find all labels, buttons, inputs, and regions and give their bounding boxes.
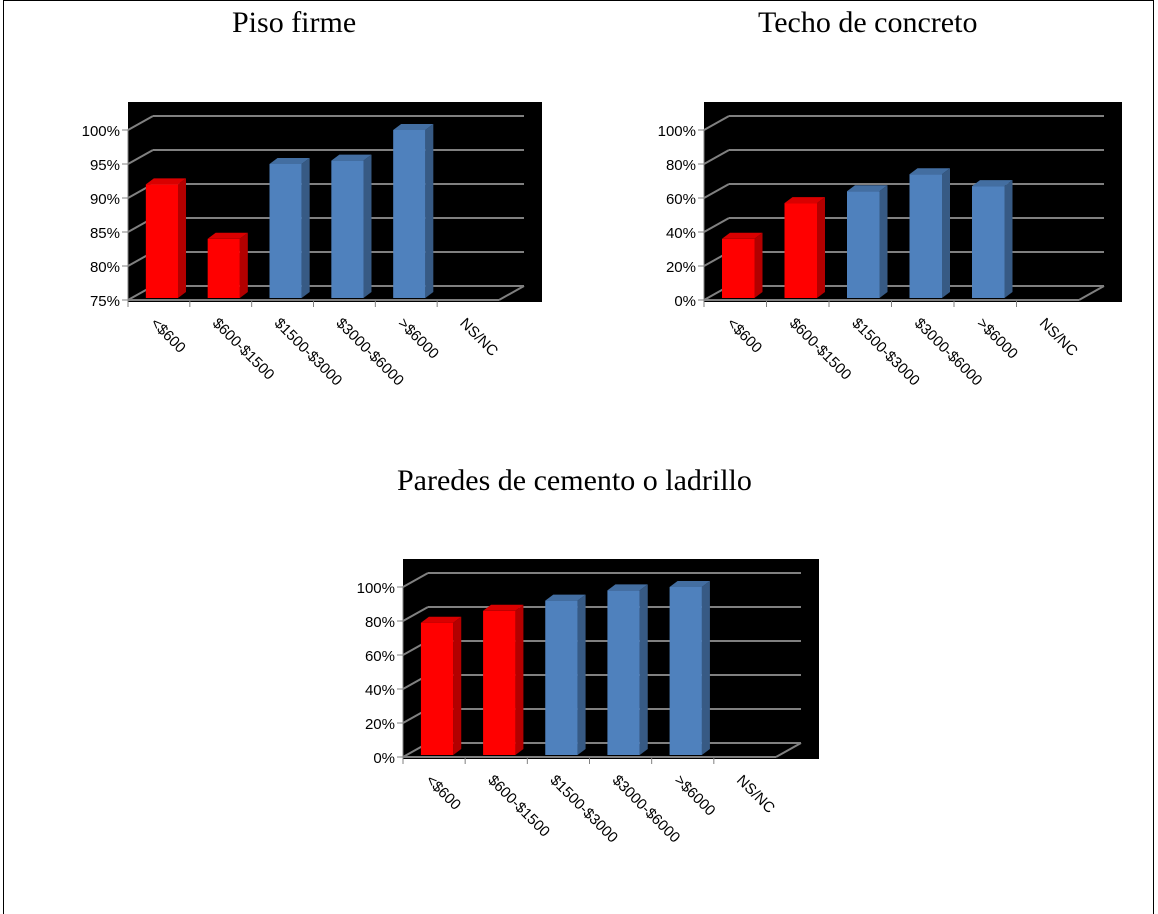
floor-side-1 [1078, 285, 1105, 301]
bar-0-2 [269, 164, 302, 298]
bar-2-2 [545, 600, 578, 755]
y-tick-label-0-5: 100% [82, 123, 120, 140]
y-tick-label-0-0: 75% [90, 293, 120, 310]
bar-top-2-1 [483, 604, 524, 611]
y-tick-label-1-5: 100% [658, 123, 696, 140]
y-tick-label-2-2: 40% [365, 682, 395, 699]
bar-side-1-1 [817, 197, 825, 298]
chart-title-techo-de-concreto: Techo de concreto [758, 6, 978, 39]
bar-top-0-2 [269, 158, 310, 164]
x-tick-label-0-1: $600-$1500 [209, 315, 278, 384]
bar-1-4 [972, 186, 1005, 298]
floor-side-2 [775, 742, 802, 758]
y-tick-label-1-2: 40% [666, 225, 696, 242]
gridline-diag-0-5 [127, 115, 154, 131]
bar-1-1 [784, 203, 817, 298]
bar-top-0-1 [207, 232, 248, 239]
bar-side-2-1 [515, 604, 524, 755]
bar-1-2 [847, 191, 880, 298]
bar-top-2-0 [420, 616, 462, 623]
x-tick-label-1-4: >$6000 [973, 315, 1021, 363]
x-tick-label-1-0: <$600 [723, 315, 765, 357]
gridline-diag-1-4 [703, 149, 730, 165]
x-tick-label-2-5: NS/NC [733, 772, 778, 817]
y-tick-label-0-4: 95% [90, 157, 120, 174]
chart-title-paredes: Paredes de cemento o ladrillo [397, 464, 752, 497]
bar-side-2-2 [577, 594, 586, 755]
y-tick-label-0-2: 85% [90, 225, 120, 242]
x-tick-label-1-5: NS/NC [1036, 315, 1081, 360]
bar-top-1-0 [722, 232, 763, 239]
bar-top-1-1 [784, 197, 825, 204]
bar-top-2-3 [607, 584, 648, 591]
gridline-diag-2-4 [402, 606, 429, 622]
x-tick-label-2-1: $600-$1500 [484, 772, 553, 841]
bar-top-0-3 [331, 154, 372, 161]
y-tick-label-1-1: 20% [666, 259, 696, 276]
y-tick-label-2-5: 100% [357, 580, 395, 597]
bar-side-0-2 [301, 158, 310, 298]
bar-top-1-3 [909, 168, 950, 175]
x-tick-label-0-4: >$6000 [394, 315, 442, 363]
bar-side-1-3 [942, 168, 950, 298]
y-tick-label-0-3: 90% [90, 191, 120, 208]
y-tick-label-2-4: 80% [365, 614, 395, 631]
bar-side-0-3 [363, 154, 372, 298]
y-tick-label-2-1: 20% [365, 716, 395, 733]
y-tick-label-1-0: 0% [674, 293, 696, 310]
bar-top-1-2 [847, 185, 888, 192]
x-tick-label-1-1: $600-$1500 [786, 315, 855, 384]
bar-side-0-4 [425, 124, 434, 298]
bar-1-0 [722, 238, 755, 298]
bar-2-0 [420, 622, 454, 755]
chart-title-piso-firme: Piso firme [232, 6, 357, 39]
bar-side-0-1 [239, 232, 248, 298]
bar-side-1-2 [879, 185, 888, 298]
bar-1-3 [909, 174, 942, 298]
bar-top-2-2 [545, 594, 586, 601]
bar-side-1-4 [1004, 180, 1013, 298]
x-tick-label-2-0: <$600 [422, 772, 464, 814]
x-tick-label-0-0: <$600 [147, 315, 189, 357]
y-tick-label-2-3: 60% [365, 648, 395, 665]
bar-2-1 [483, 610, 516, 755]
gridline-diag-0-4 [127, 149, 154, 165]
gridline-diag-1-3 [703, 183, 730, 199]
x-tick-label-0-5: NS/NC [456, 315, 501, 360]
bar-side-2-4 [701, 581, 710, 755]
gridline-diag-1-2 [703, 217, 730, 233]
bar-top-0-4 [393, 124, 434, 130]
y-tick-label-1-3: 60% [666, 191, 696, 208]
bar-side-2-3 [639, 584, 648, 755]
bar-0-1 [207, 238, 240, 298]
bar-2-3 [607, 590, 640, 755]
x-tick-label-2-4: >$6000 [671, 772, 719, 820]
y-tick-label-0-1: 80% [90, 259, 120, 276]
figure-frame [3, 0, 1154, 914]
bar-side-1-0 [754, 232, 763, 298]
bar-2-4 [669, 587, 702, 755]
bar-top-0-0 [145, 178, 186, 185]
bar-0-3 [331, 160, 364, 298]
bar-top-2-4 [669, 581, 710, 587]
bar-side-2-0 [453, 616, 462, 755]
bar-0-0 [145, 184, 178, 298]
bar-top-1-4 [972, 180, 1013, 187]
y-tick-label-1-4: 80% [666, 157, 696, 174]
y-tick-label-2-0: 0% [373, 750, 395, 767]
gridline-diag-2-5 [402, 572, 429, 588]
bar-0-4 [393, 130, 426, 298]
floor-side-0 [498, 285, 525, 301]
gridline-diag-1-5 [703, 115, 730, 131]
bar-side-0-0 [177, 178, 186, 298]
